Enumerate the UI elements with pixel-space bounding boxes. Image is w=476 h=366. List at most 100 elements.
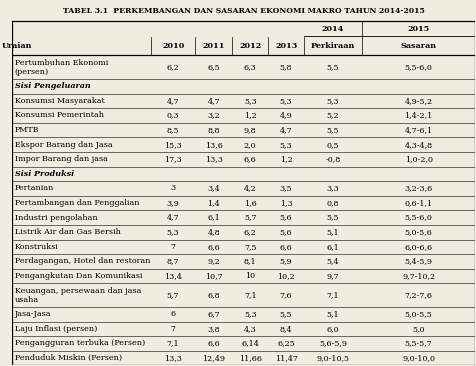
Text: Jasa-Jasa: Jasa-Jasa xyxy=(14,310,51,318)
Text: 6,8: 6,8 xyxy=(208,291,220,299)
Text: PMTB: PMTB xyxy=(14,126,39,134)
Text: 9,0-10,0: 9,0-10,0 xyxy=(402,354,435,362)
Text: 3,2: 3,2 xyxy=(207,112,220,119)
Text: Perdagangan, Hotel dan restoran: Perdagangan, Hotel dan restoran xyxy=(14,257,150,265)
Text: 4,7-6,1: 4,7-6,1 xyxy=(405,126,433,134)
Text: 6,14: 6,14 xyxy=(241,339,259,347)
Text: 6,25: 6,25 xyxy=(277,339,295,347)
Text: 5,1: 5,1 xyxy=(327,228,339,236)
Text: 5,9: 5,9 xyxy=(280,257,292,265)
Text: 9,8: 9,8 xyxy=(244,126,257,134)
Text: 8,5: 8,5 xyxy=(167,126,179,134)
Text: 15,3: 15,3 xyxy=(164,141,182,149)
Text: 11,66: 11,66 xyxy=(239,354,262,362)
Text: 7: 7 xyxy=(170,243,176,251)
Text: Laju Inflasi (persen): Laju Inflasi (persen) xyxy=(14,325,97,333)
Text: 7,2-7,6: 7,2-7,6 xyxy=(405,291,433,299)
Text: Pertanian: Pertanian xyxy=(14,184,54,193)
Text: 6,0: 6,0 xyxy=(327,325,339,333)
Text: 6,1: 6,1 xyxy=(207,214,220,222)
Text: 2011: 2011 xyxy=(202,42,225,50)
Text: Sisi Produksi: Sisi Produksi xyxy=(14,170,74,178)
Text: 5,5: 5,5 xyxy=(327,63,339,71)
Text: 5,5: 5,5 xyxy=(327,214,339,222)
Text: 6,2: 6,2 xyxy=(244,228,257,236)
Text: 7,1: 7,1 xyxy=(327,291,339,299)
Text: 1,2: 1,2 xyxy=(244,112,257,119)
Text: 3,4: 3,4 xyxy=(207,184,220,193)
Text: Konsumsi Masyarakat: Konsumsi Masyarakat xyxy=(14,97,104,105)
Text: Uraian: Uraian xyxy=(1,42,32,50)
Text: 1,0-2,0: 1,0-2,0 xyxy=(405,155,433,163)
Text: 2,0: 2,0 xyxy=(244,141,257,149)
Text: 7,1: 7,1 xyxy=(167,339,179,347)
Text: 17,3: 17,3 xyxy=(164,155,182,163)
Text: 10: 10 xyxy=(245,272,255,280)
Text: 6,6: 6,6 xyxy=(280,243,292,251)
Text: 5,6-5,9: 5,6-5,9 xyxy=(319,339,347,347)
Text: 9,2: 9,2 xyxy=(207,257,220,265)
Text: 1,4: 1,4 xyxy=(207,199,220,207)
Text: 9,7-10,2: 9,7-10,2 xyxy=(402,272,435,280)
Text: 5,5-6,0: 5,5-6,0 xyxy=(405,63,433,71)
Text: 2010: 2010 xyxy=(162,42,184,50)
Text: 7,6: 7,6 xyxy=(280,291,292,299)
Text: 4,9: 4,9 xyxy=(280,112,292,119)
Text: 5,3: 5,3 xyxy=(280,141,292,149)
Text: 1,2: 1,2 xyxy=(280,155,292,163)
Text: 3,9: 3,9 xyxy=(167,199,179,207)
Text: 6,2: 6,2 xyxy=(167,63,179,71)
Text: 5,6: 5,6 xyxy=(280,214,292,222)
Text: 5,3: 5,3 xyxy=(167,228,179,236)
Text: 6: 6 xyxy=(170,310,176,318)
Text: Pengangkutan Dan Komunikasi: Pengangkutan Dan Komunikasi xyxy=(14,272,142,280)
Text: 8,4: 8,4 xyxy=(280,325,292,333)
Text: 7,5: 7,5 xyxy=(244,243,257,251)
Text: 4,9-5,2: 4,9-5,2 xyxy=(405,97,433,105)
Text: 5,4-5,9: 5,4-5,9 xyxy=(405,257,433,265)
Text: 5,5-6,0: 5,5-6,0 xyxy=(405,214,433,222)
Text: 3,3: 3,3 xyxy=(327,184,339,193)
Text: 11,47: 11,47 xyxy=(275,354,298,362)
Text: Listrik Air dan Gas Bersih: Listrik Air dan Gas Bersih xyxy=(14,228,120,236)
Text: 5,0-5,5: 5,0-5,5 xyxy=(405,310,433,318)
Text: 5,0: 5,0 xyxy=(412,325,425,333)
Text: Perkiraan: Perkiraan xyxy=(311,42,355,50)
Text: 6,3: 6,3 xyxy=(244,63,257,71)
Text: 13,3: 13,3 xyxy=(205,155,223,163)
Text: 2012: 2012 xyxy=(239,42,261,50)
Text: 7,1: 7,1 xyxy=(244,291,257,299)
Text: 3,2-3,6: 3,2-3,6 xyxy=(405,184,433,193)
Text: 9,7: 9,7 xyxy=(327,272,339,280)
Text: 0,6-1,1: 0,6-1,1 xyxy=(405,199,433,207)
Text: 8,1: 8,1 xyxy=(244,257,257,265)
Text: 1,4-2,1: 1,4-2,1 xyxy=(405,112,433,119)
Text: 5,3: 5,3 xyxy=(280,97,292,105)
Text: 5,5: 5,5 xyxy=(327,126,339,134)
Text: 5,3: 5,3 xyxy=(327,97,339,105)
Text: 8,7: 8,7 xyxy=(167,257,179,265)
Text: 0,3: 0,3 xyxy=(167,112,179,119)
Text: 4,3: 4,3 xyxy=(244,325,257,333)
Text: 6,5: 6,5 xyxy=(208,63,220,71)
Text: 8,8: 8,8 xyxy=(208,126,220,134)
Text: Konstruksi: Konstruksi xyxy=(14,243,59,251)
Text: 13,4: 13,4 xyxy=(164,272,182,280)
Text: Pertambangan dan Penggalian: Pertambangan dan Penggalian xyxy=(14,199,139,207)
Text: 5,2: 5,2 xyxy=(327,112,339,119)
Text: Sisi Pengeluaran: Sisi Pengeluaran xyxy=(14,82,90,90)
Text: 5,1: 5,1 xyxy=(327,310,339,318)
Text: 4,7: 4,7 xyxy=(167,214,179,222)
Text: TABEL 3.1  PERKEMBANGAN DAN SASARAN EKONOMI MAKRO TAHUN 2014-2015: TABEL 3.1 PERKEMBANGAN DAN SASARAN EKONO… xyxy=(63,7,425,15)
Text: 5,5-5,7: 5,5-5,7 xyxy=(405,339,433,347)
Text: Pertumbuhan Ekonomi
(persen): Pertumbuhan Ekonomi (persen) xyxy=(14,59,108,76)
Text: 5,8: 5,8 xyxy=(280,63,292,71)
Text: 5,7: 5,7 xyxy=(167,291,179,299)
Text: 4,8: 4,8 xyxy=(208,228,220,236)
Text: 2014: 2014 xyxy=(322,25,344,33)
Text: 10,2: 10,2 xyxy=(277,272,295,280)
Text: Keuangan, persewaan dan jasa
usaha: Keuangan, persewaan dan jasa usaha xyxy=(14,287,141,304)
Text: 4,7: 4,7 xyxy=(208,97,220,105)
Text: 6,0-6,6: 6,0-6,6 xyxy=(405,243,433,251)
Text: 4,7: 4,7 xyxy=(280,126,292,134)
